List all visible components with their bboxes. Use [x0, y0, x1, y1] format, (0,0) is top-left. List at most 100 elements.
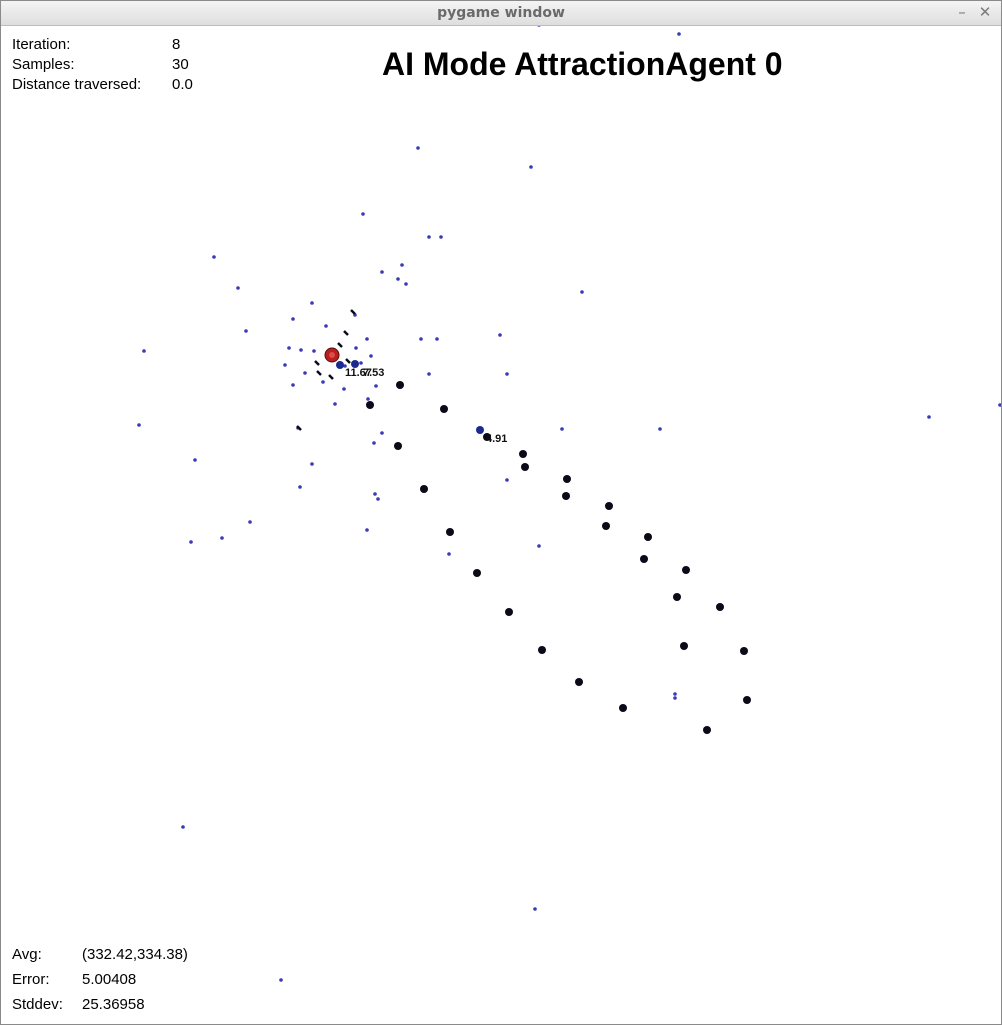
sample-point [366, 397, 370, 401]
sample-point [533, 907, 537, 911]
node-point [743, 696, 751, 704]
samples-label: Samples: [12, 56, 75, 73]
sample-point [365, 528, 369, 532]
sample-point [359, 361, 363, 365]
value-label: 4.91 [486, 433, 507, 445]
cluster-marker [337, 342, 343, 348]
error-label: Error: [12, 971, 50, 988]
sample-point [580, 290, 584, 294]
sample-point [677, 32, 681, 36]
sample-point [361, 212, 365, 216]
highlight-node [476, 426, 484, 434]
sample-point [416, 146, 420, 150]
simulation-scene: 11.677.53 4.91 [137, 26, 1001, 982]
node-point [473, 569, 481, 577]
sample-point [404, 282, 408, 286]
value-label: 11.67 [345, 367, 372, 379]
sample-point [505, 372, 509, 376]
sample-point [324, 324, 328, 328]
sample-point [560, 427, 564, 431]
sample-point [498, 333, 502, 337]
node-point [640, 555, 648, 563]
sample-point [303, 371, 307, 375]
sample-point [673, 692, 677, 696]
node-point [420, 485, 428, 493]
avg-value: (332.42,334.38) [82, 946, 188, 963]
node-point [505, 608, 513, 616]
sample-point [321, 380, 325, 384]
sample-point [248, 520, 252, 524]
node-point [396, 381, 404, 389]
sample-point [380, 431, 384, 435]
sample-point [137, 423, 141, 427]
node-point [562, 492, 570, 500]
mode-headline: AI Mode AttractionAgent 0 [382, 46, 783, 82]
sample-point [998, 403, 1001, 407]
sample-point [427, 235, 431, 239]
highlight-node [336, 361, 344, 369]
iteration-label: Iteration: [12, 36, 71, 53]
sample-point [373, 492, 377, 496]
distance-value: 0.0 [172, 76, 193, 93]
node-point [394, 442, 402, 450]
sample-point [673, 696, 677, 700]
sample-point [374, 384, 378, 388]
sample-point [439, 235, 443, 239]
node-point [682, 566, 690, 574]
node-point [703, 726, 711, 734]
node-point [483, 433, 491, 441]
sample-point [376, 497, 380, 501]
distance-label: Distance traversed: [12, 76, 142, 93]
sample-point [354, 346, 358, 350]
sample-point [447, 552, 451, 556]
sample-point [244, 329, 248, 333]
sample-point [400, 263, 404, 267]
node-point [521, 463, 529, 471]
stddev-value: 25.36958 [82, 996, 145, 1013]
sample-point [372, 441, 376, 445]
node-point [602, 522, 610, 530]
sample-point [193, 458, 197, 462]
sample-point [396, 277, 400, 281]
minimize-icon[interactable]: – [958, 3, 966, 21]
sample-point [298, 485, 302, 489]
sample-point [505, 478, 509, 482]
cluster-marker [345, 358, 351, 364]
sample-point [189, 540, 193, 544]
title-bar[interactable]: pygame window – ✕ [1, 1, 1001, 26]
sample-point [291, 317, 295, 321]
node-point [519, 450, 527, 458]
sample-point [299, 348, 303, 352]
agent-core [329, 352, 335, 358]
sample-point [427, 372, 431, 376]
sample-point [343, 364, 347, 368]
sample-point [927, 415, 931, 419]
sample-point [212, 255, 216, 259]
window-title: pygame window [437, 5, 565, 21]
samples-value: 30 [172, 56, 189, 73]
sample-point [529, 165, 533, 169]
sample-point [236, 286, 240, 290]
node-point [575, 678, 583, 686]
error-value: 5.00408 [82, 971, 137, 988]
node-point [605, 502, 613, 510]
sample-point [181, 825, 185, 829]
cluster-marker [314, 360, 320, 366]
avg-label: Avg: [12, 946, 42, 963]
sample-point [537, 544, 541, 548]
sample-point [142, 349, 146, 353]
sample-point [310, 462, 314, 466]
cluster-marker [343, 330, 349, 336]
sample-point [380, 270, 384, 274]
node-point [644, 533, 652, 541]
highlight-node [351, 360, 359, 368]
cluster-marker [296, 425, 302, 431]
close-icon[interactable]: ✕ [978, 3, 992, 21]
sample-point [291, 383, 295, 387]
iteration-value: 8 [172, 36, 181, 53]
sample-point [537, 26, 541, 27]
node-point [440, 405, 448, 413]
game-canvas[interactable]: 11.67 7.53 4.91 Iteration: 8 Samples: 30 D… [2, 26, 1001, 1024]
sample-point [435, 337, 439, 341]
